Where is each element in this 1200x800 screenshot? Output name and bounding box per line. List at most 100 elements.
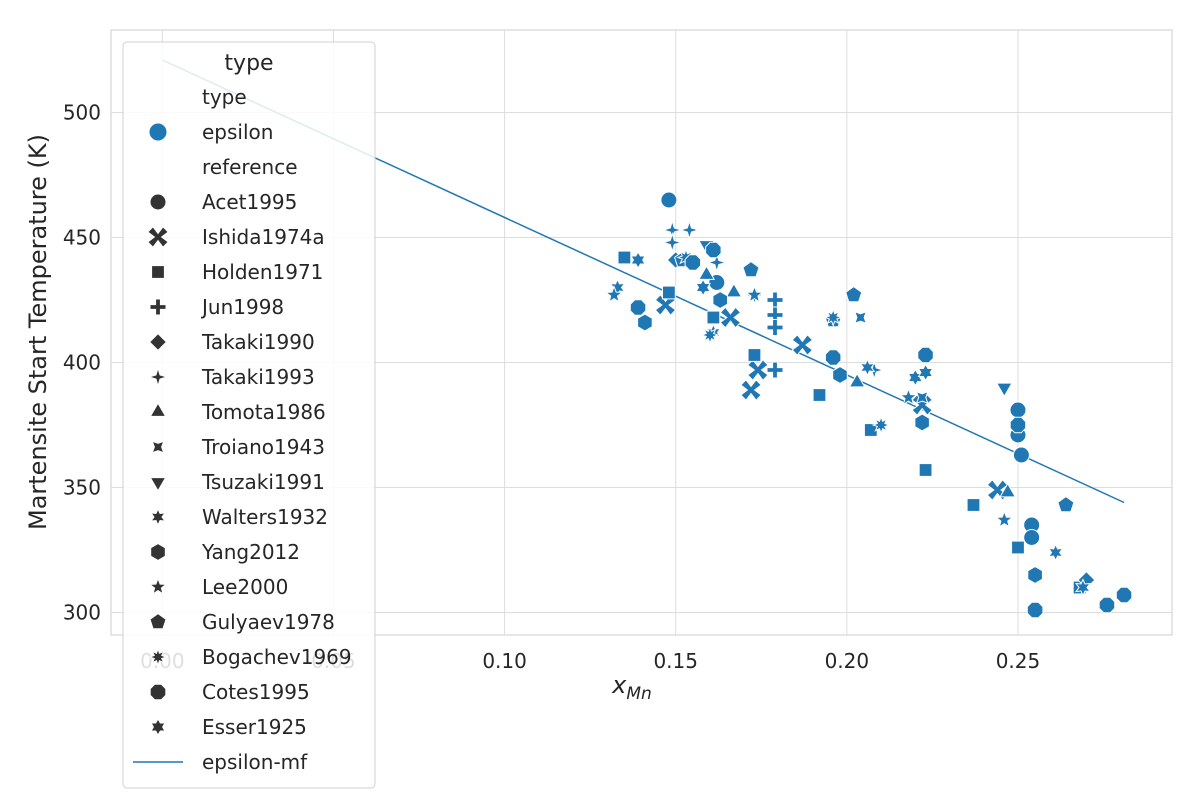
legend-marker-tomota1986 bbox=[149, 402, 167, 417]
data-point-walters1932 bbox=[859, 358, 876, 377]
legend-marker-jun1998 bbox=[149, 298, 167, 316]
legend-label-takaki1993: Takaki1993 bbox=[201, 365, 315, 389]
legend-marker-lee2000 bbox=[148, 577, 168, 595]
legend: type type epsilon reference Acet1995 Ishida19… bbox=[122, 41, 376, 789]
data-point-troiano1943 bbox=[854, 310, 868, 325]
x-axis-label: xMn bbox=[611, 671, 652, 704]
data-point-tomota1986 bbox=[698, 265, 716, 280]
legend-label-epsilon: epsilon bbox=[202, 120, 273, 144]
legend-label-jun1998: Jun1998 bbox=[200, 295, 284, 319]
data-point-cotes1995 bbox=[824, 349, 842, 366]
legend-hue-header: type bbox=[202, 85, 247, 109]
data-point-holden1971 bbox=[812, 388, 827, 402]
data-point-bogachev1969 bbox=[871, 415, 891, 435]
data-point-yang2012 bbox=[914, 413, 930, 432]
data-point-holden1971 bbox=[617, 250, 632, 265]
legend-title: type bbox=[224, 51, 273, 76]
data-point-ishida1974a bbox=[740, 379, 762, 401]
data-point-ishida1974a bbox=[791, 334, 814, 356]
x-axis-label-subscript: Mn bbox=[626, 684, 651, 704]
x-tick-label: 0.20 bbox=[825, 649, 870, 673]
data-point-lee2000 bbox=[994, 510, 1014, 528]
data-point-tomota1986 bbox=[725, 282, 743, 298]
data-point-yang2012 bbox=[1027, 566, 1043, 584]
y-tick-labels: 300 350 400 450 500 bbox=[63, 101, 101, 625]
data-point-troiano1943 bbox=[915, 390, 929, 405]
data-point-yang2012 bbox=[712, 291, 728, 309]
legend-style-header: reference bbox=[202, 155, 298, 179]
data-point-jun1998 bbox=[766, 319, 784, 336]
legend-marker-takaki1993 bbox=[147, 366, 169, 388]
data-point-lee2000 bbox=[899, 387, 918, 406]
data-point-cotes1995 bbox=[1115, 586, 1133, 604]
legend-marker-holden1971 bbox=[151, 265, 165, 279]
data-point-holden1971 bbox=[966, 498, 981, 512]
data-point-cotes1995 bbox=[1026, 601, 1044, 619]
data-point-acet1995 bbox=[1012, 446, 1030, 464]
legend-marker-tsuzaki1991 bbox=[149, 477, 167, 492]
legend-marker-troiano1943 bbox=[151, 440, 165, 454]
legend-marker-epsilon bbox=[148, 122, 168, 142]
legend-marker-acet1995 bbox=[149, 193, 167, 211]
data-point-takaki1993 bbox=[678, 219, 700, 241]
legend-label-takaki1990: Takaki1990 bbox=[201, 330, 315, 354]
legend-marker-cotes1995 bbox=[149, 683, 167, 701]
data-point-lee2000 bbox=[604, 285, 624, 303]
legend-box bbox=[122, 41, 376, 789]
x-tick-label: 0.10 bbox=[482, 649, 527, 673]
data-point-holden1971 bbox=[747, 348, 762, 362]
legend-marker-bogachev1969 bbox=[148, 647, 168, 667]
y-tick-label: 450 bbox=[63, 226, 101, 250]
data-point-tomota1986 bbox=[848, 372, 866, 388]
data-point-cotes1995 bbox=[1098, 596, 1116, 614]
data-point-acet1995 bbox=[1009, 401, 1027, 419]
data-point-holden1971 bbox=[918, 463, 933, 477]
data-point-holden1971 bbox=[706, 310, 721, 325]
data-point-gulyaev1978 bbox=[1057, 495, 1075, 513]
data-point-ishida1974a bbox=[746, 359, 769, 381]
data-point-esser1925 bbox=[917, 363, 934, 382]
legend-label-lee2000: Lee2000 bbox=[202, 575, 288, 599]
data-point-yang2012 bbox=[637, 313, 653, 332]
data-point-cotes1995 bbox=[705, 241, 722, 259]
data-point-gulyaev1978 bbox=[742, 260, 760, 278]
data-point-jun1998 bbox=[766, 361, 784, 379]
data-point-acet1995 bbox=[1023, 529, 1041, 546]
data-point-esser1925 bbox=[630, 250, 646, 270]
legend-label-acet1995: Acet1995 bbox=[202, 190, 297, 214]
legend-marker-gulyaev1978 bbox=[149, 612, 167, 630]
data-point-cotes1995 bbox=[629, 299, 647, 316]
y-axis-label: Martensite Start Temperature (K) bbox=[24, 134, 52, 530]
y-tick-label: 300 bbox=[63, 601, 101, 625]
data-point-takaki1993 bbox=[706, 251, 728, 274]
legend-label-yang2012: Yang2012 bbox=[201, 540, 300, 564]
legend-label-cotes1995: Cotes1995 bbox=[202, 680, 310, 704]
legend-label-gulyaev1978: Gulyaev1978 bbox=[202, 610, 335, 634]
legend-label-tsuzaki1991: Tsuzaki1991 bbox=[201, 470, 325, 494]
legend-label-bogachev1969: Bogachev1969 bbox=[202, 645, 352, 669]
legend-marker-takaki1990 bbox=[148, 332, 168, 352]
legend-label-ishida1974a: Ishida1974a bbox=[202, 225, 325, 249]
data-points bbox=[604, 191, 1133, 619]
legend-marker-ishida1974a bbox=[147, 226, 169, 248]
y-tick-label: 400 bbox=[63, 351, 101, 375]
data-point-ishida1974a bbox=[719, 306, 742, 329]
data-point-lee2000 bbox=[745, 285, 764, 303]
legend-marker-yang2012 bbox=[150, 543, 166, 561]
data-point-holden1971 bbox=[661, 285, 676, 300]
y-tick-label: 500 bbox=[63, 101, 101, 125]
data-point-walters1932 bbox=[1075, 578, 1091, 597]
data-point-bogachev1969 bbox=[700, 325, 720, 345]
data-point-tsuzaki1991 bbox=[995, 382, 1013, 398]
data-point-yang2012 bbox=[832, 366, 848, 384]
x-tick-label: 0.25 bbox=[996, 649, 1041, 673]
data-point-walters1932 bbox=[1047, 543, 1064, 562]
data-point-bogachev1969 bbox=[823, 308, 843, 327]
legend-label-tomota1986: Tomota1986 bbox=[201, 400, 326, 424]
data-point-cotes1995 bbox=[1009, 416, 1027, 434]
data-point-gulyaev1978 bbox=[845, 285, 863, 303]
legend-marker-walters1932 bbox=[150, 507, 166, 527]
data-point-cotes1995 bbox=[684, 254, 702, 271]
y-tick-label: 350 bbox=[63, 476, 101, 500]
